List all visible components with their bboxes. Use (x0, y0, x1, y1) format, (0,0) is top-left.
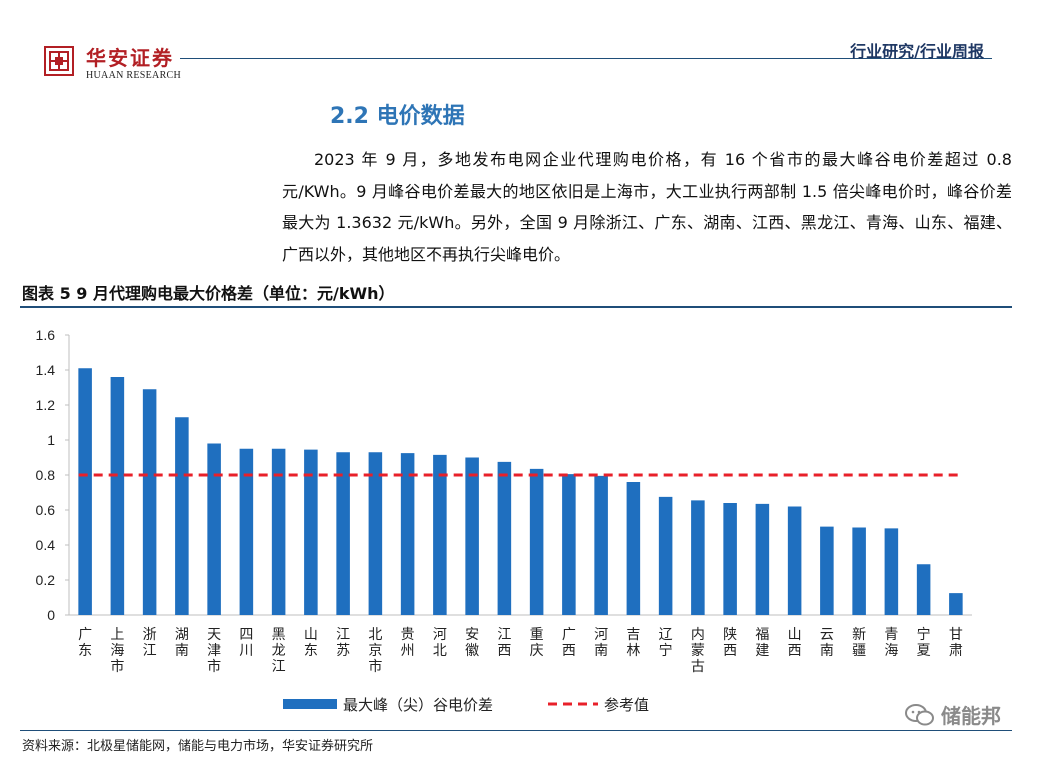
bar (755, 503, 770, 615)
legend-label-reference: 参考值 (604, 696, 649, 714)
bar (78, 368, 92, 615)
watermark: 储能邦 (905, 700, 1001, 729)
bar (884, 528, 899, 615)
x-tick-label: 内蒙古 (691, 627, 705, 675)
logo-english: HUAAN RESEARCH (86, 70, 182, 81)
x-tick-label: 江苏 (336, 627, 350, 659)
y-tick-label: 0.4 (36, 537, 56, 553)
bar (723, 503, 737, 615)
x-tick-label: 河北 (433, 627, 447, 659)
bar (239, 448, 254, 615)
x-tick-label: 辽宁 (659, 627, 673, 659)
x-tick-label: 甘肃 (949, 627, 963, 659)
bar (949, 593, 963, 615)
bar (207, 443, 221, 615)
source-divider (20, 730, 1012, 731)
y-tick-label: 0 (47, 607, 55, 623)
bar (594, 475, 608, 615)
x-tick-label: 广东 (78, 627, 92, 659)
header-divider (180, 58, 992, 59)
bar (433, 454, 447, 615)
x-tick-label: 广西 (562, 627, 576, 659)
bar (368, 452, 383, 615)
figure-title-divider (20, 306, 1012, 308)
y-tick-label: 0.8 (36, 467, 56, 483)
wechat-icon (905, 703, 934, 725)
bar (562, 474, 576, 615)
x-tick-label: 山西 (788, 627, 802, 659)
x-tick-label: 贵州 (401, 627, 415, 659)
bar (465, 457, 479, 615)
x-tick-label: 福建 (755, 627, 769, 659)
bar (175, 417, 189, 615)
legend-swatch-bars (283, 699, 337, 709)
x-tick-label: 云南 (820, 627, 834, 659)
x-tick-label: 重庆 (530, 627, 544, 659)
y-tick-label: 0.2 (36, 572, 56, 588)
x-tick-label: 宁夏 (917, 626, 931, 659)
y-tick-label: 1.4 (36, 362, 56, 378)
y-tick-label: 1 (47, 432, 55, 448)
figure-title: 图表 5 9 月代理购电最大价格差（单位：元/kWh） (22, 284, 395, 303)
bar (916, 564, 931, 615)
legend-label-bars: 最大峰（尖）谷电价差 (343, 696, 493, 714)
bar (110, 377, 125, 615)
huaan-logo-icon (44, 46, 74, 76)
bar (497, 461, 512, 615)
x-tick-label: 吉林 (626, 627, 640, 659)
bar (658, 496, 673, 615)
bar (529, 468, 544, 615)
x-tick-label: 上海市 (110, 627, 124, 675)
y-tick-label: 1.6 (36, 327, 56, 343)
x-tick-label: 浙江 (143, 627, 157, 659)
bar (691, 500, 705, 615)
bar (787, 506, 802, 615)
x-tick-label: 江西 (497, 627, 511, 659)
bar (852, 527, 866, 615)
watermark-text: 储能邦 (941, 704, 1001, 728)
x-tick-label: 河南 (594, 627, 608, 659)
bar (271, 448, 286, 615)
bar (820, 526, 834, 615)
bar (626, 482, 641, 615)
x-tick-label: 黑龙江 (272, 627, 286, 675)
bar (304, 449, 318, 615)
x-tick-label: 湖南 (175, 627, 189, 659)
x-tick-label: 新疆 (852, 627, 866, 659)
body-paragraph: 2023 年 9 月，多地发布电网企业代理购电价格，有 16 个省市的最大峰谷电… (282, 150, 1012, 264)
bar (142, 389, 157, 615)
source-note: 资料来源：北极星储能网，储能与电力市场，华安证券研究所 (22, 739, 374, 754)
x-tick-label: 天津市 (207, 627, 221, 675)
y-tick-label: 1.2 (36, 397, 56, 413)
bar (400, 453, 415, 615)
y-tick-label: 0.6 (36, 502, 56, 518)
x-tick-label: 北京市 (368, 627, 382, 675)
bar (336, 452, 350, 615)
section-title: 2.2 电价数据 (330, 104, 465, 129)
x-tick-label: 安徽 (465, 627, 479, 659)
x-tick-label: 青海 (884, 627, 898, 659)
x-tick-label: 陕西 (723, 627, 737, 659)
x-tick-label: 山东 (304, 627, 318, 659)
report-category: 行业研究/行业周报 (850, 42, 984, 61)
logo-text: 华安证券 (86, 46, 174, 70)
x-tick-label: 四川 (239, 627, 253, 659)
